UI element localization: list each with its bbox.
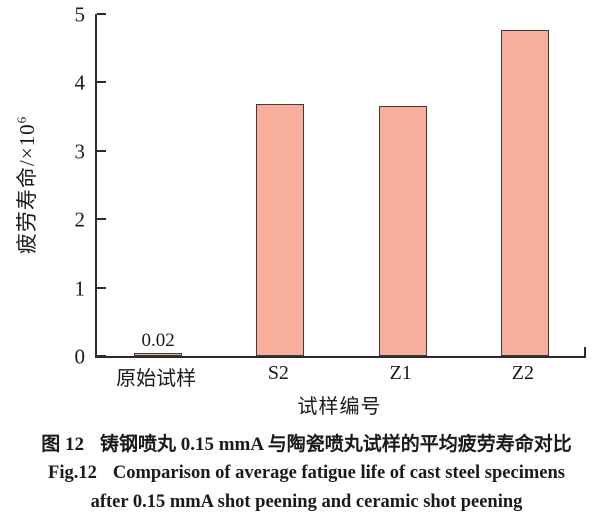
y-axis-tick <box>97 149 106 152</box>
plot-area: 0.02 0 1 2 3 4 5 <box>75 4 586 367</box>
bar-slot-s2 <box>219 14 341 356</box>
fatigue-life-bar-chart: 疲劳寿命/×106 0.02 <box>0 4 586 418</box>
y-axis-tick-label: 0 <box>74 344 86 369</box>
x-axis-labels: 原始试样 S2 Z1 Z2 <box>95 362 584 391</box>
caption-chinese-label: 图 12 <box>41 434 84 455</box>
caption-chinese-text: 铸钢喷丸 0.15 mmA 与陶瓷喷丸试样的平均疲劳寿命对比 <box>99 434 572 455</box>
figure-caption: 图 12 铸钢喷丸 0.15 mmA 与陶瓷喷丸试样的平均疲劳寿命对比 Fig.1… <box>0 430 613 517</box>
caption-english-label: Fig.12 <box>48 463 97 484</box>
y-axis-tick-label: 5 <box>74 2 86 27</box>
x-label-z2: Z2 <box>511 362 534 384</box>
y-axis-tick-label: 4 <box>74 70 86 95</box>
x-axis-end-tick <box>584 347 586 356</box>
bars-row: 0.02 <box>97 14 586 356</box>
y-axis-tick <box>97 81 106 84</box>
bar-s2 <box>256 104 305 356</box>
y-axis-tick-label: 1 <box>74 276 86 301</box>
y-axis-tick <box>97 218 106 221</box>
y-axis-title-superscript: 6 <box>14 115 29 124</box>
bar-slot-z2 <box>464 14 586 356</box>
x-label-z1: Z1 <box>389 362 412 384</box>
y-axis-title: 疲劳寿命/×106 <box>0 14 52 356</box>
bar-original <box>134 352 183 356</box>
y-axis-title-text: 疲劳寿命/×106 <box>14 115 39 255</box>
bar-slot-original: 0.02 <box>97 14 219 356</box>
y-axis-tick-label: 2 <box>74 207 86 232</box>
bar-slot-z1 <box>342 14 464 356</box>
y-axis-tick <box>97 355 106 357</box>
x-label-original: 原始试样 <box>116 368 197 390</box>
bar-value-label: 0.02 <box>141 329 175 351</box>
caption-english-line1: Fig.12 Comparison of average fatigue life… <box>0 459 613 488</box>
bar-z1 <box>378 105 427 356</box>
y-axis-tick-label: 3 <box>74 139 86 164</box>
y-axis-tick <box>97 13 106 15</box>
caption-english-text: Comparison of average fatigue life of ca… <box>112 463 565 484</box>
bar-z2 <box>500 30 549 356</box>
x-label-s2: S2 <box>267 362 289 384</box>
x-axis-title: 试样编号 <box>297 396 382 418</box>
caption-english-line2: after 0.15 mmA shot peening and ceramic … <box>90 492 523 513</box>
y-axis-tick <box>97 286 106 289</box>
caption-chinese: 图 12 铸钢喷丸 0.15 mmA 与陶瓷喷丸试样的平均疲劳寿命对比 <box>0 430 613 459</box>
